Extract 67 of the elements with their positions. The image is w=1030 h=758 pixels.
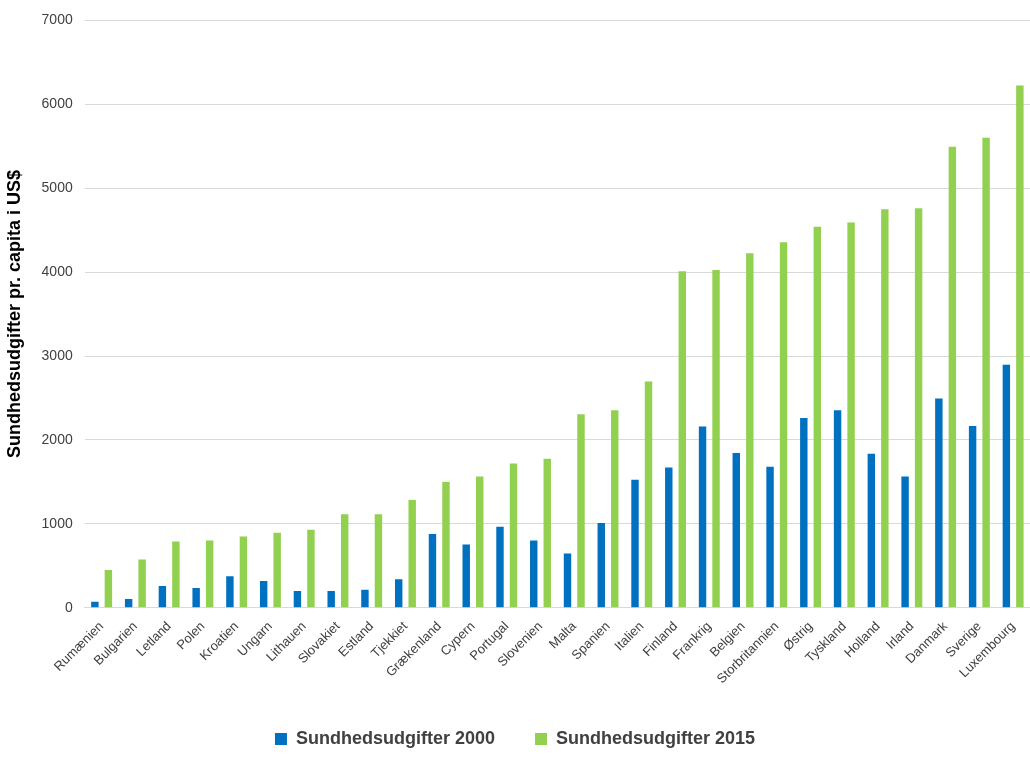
y-tick-label: 3000 <box>41 346 73 363</box>
bar <box>746 253 754 608</box>
bar <box>408 499 416 608</box>
bar <box>476 476 484 608</box>
bar <box>158 585 167 608</box>
bar <box>833 410 842 608</box>
y-axis-title: Sundhedsudgifter pr. capita i US$ <box>3 170 24 459</box>
bar <box>226 576 234 608</box>
bar <box>881 209 889 608</box>
bar <box>543 458 551 608</box>
bar <box>644 381 653 608</box>
bar <box>577 414 585 608</box>
bar <box>968 426 977 608</box>
bar <box>327 590 335 608</box>
y-tick-label: 5000 <box>41 179 73 196</box>
bar <box>361 589 369 608</box>
bar <box>293 590 302 608</box>
bar <box>665 467 673 608</box>
bar <box>732 452 741 608</box>
legend-label: Sundhedsudgifter 2015 <box>556 727 756 748</box>
bar <box>259 580 268 608</box>
bar <box>442 481 450 608</box>
bar <box>530 540 538 608</box>
bar <box>914 208 923 608</box>
bar <box>678 271 686 608</box>
bar <box>779 242 788 608</box>
bar <box>597 522 605 608</box>
bar <box>813 226 822 608</box>
legend-label: Sundhedsudgifter 2000 <box>295 727 496 748</box>
bar <box>428 533 437 608</box>
bar <box>374 514 383 608</box>
bar <box>563 553 572 608</box>
bar <box>394 579 403 608</box>
bar <box>867 453 876 608</box>
bar <box>1016 85 1024 608</box>
y-tick-label: 6000 <box>41 95 73 112</box>
bar <box>172 541 180 608</box>
y-tick-label: 7000 <box>41 11 73 28</box>
bar <box>509 463 518 608</box>
bar <box>948 146 957 608</box>
bar <box>91 601 99 608</box>
bar <box>205 540 214 608</box>
bar <box>800 418 808 608</box>
bar <box>104 569 113 608</box>
y-tick-label: 1000 <box>41 514 73 531</box>
bar <box>712 270 720 608</box>
bar <box>124 598 133 608</box>
bar <box>766 466 774 608</box>
bar <box>611 410 619 608</box>
bar <box>239 536 248 608</box>
y-tick-label: 4000 <box>41 262 73 279</box>
bar <box>192 588 200 608</box>
bar <box>138 559 146 608</box>
bar <box>462 544 470 608</box>
bar <box>273 532 281 608</box>
bar <box>340 514 349 608</box>
y-tick-label: 0 <box>64 598 73 615</box>
bar <box>698 426 707 608</box>
bar <box>935 398 943 608</box>
bar <box>901 476 909 608</box>
bar <box>1002 364 1011 608</box>
bar <box>982 137 990 608</box>
bar <box>307 529 315 608</box>
y-tick-label: 2000 <box>41 430 73 447</box>
bar <box>496 526 504 608</box>
bar <box>847 222 855 608</box>
bar <box>631 479 639 608</box>
